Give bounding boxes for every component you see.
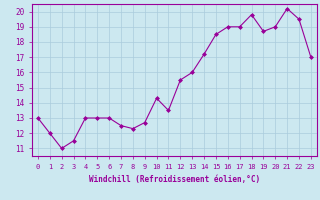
X-axis label: Windchill (Refroidissement éolien,°C): Windchill (Refroidissement éolien,°C) <box>89 175 260 184</box>
